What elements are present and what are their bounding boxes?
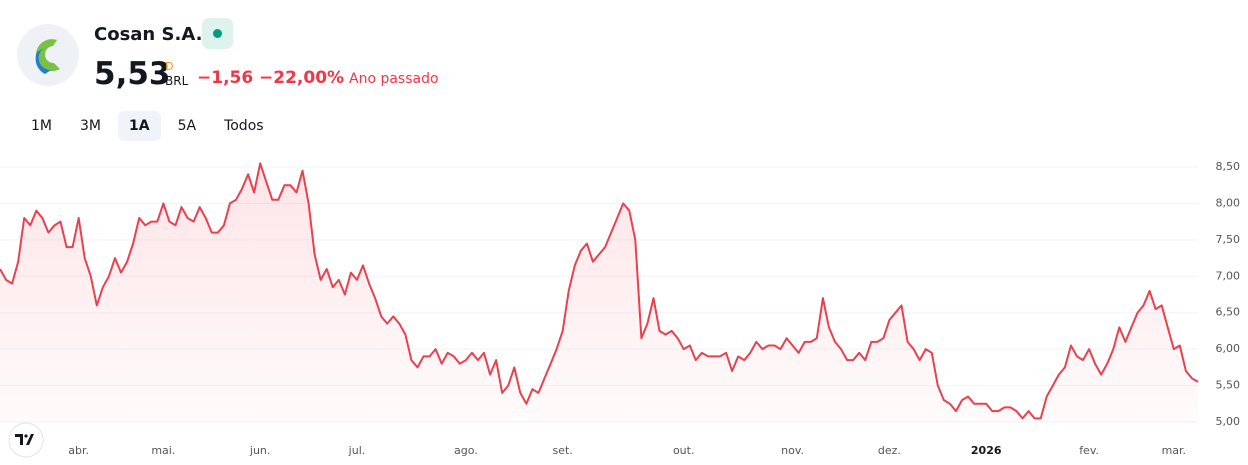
y-tick-label: 6,50: [1216, 306, 1241, 319]
range-button[interactable]: 5A: [177, 118, 197, 134]
y-tick-label: 5,00: [1216, 415, 1241, 428]
company-name: Cosan S.A.: [94, 24, 203, 45]
currency: BRL: [165, 74, 189, 88]
logo: [17, 24, 79, 86]
period: Ano passado: [349, 71, 439, 87]
change-percent: −22,00%: [259, 68, 345, 88]
change: −1,56: [197, 68, 254, 88]
area-fill: [0, 163, 1198, 422]
x-tick-label: set.: [553, 444, 573, 457]
tv-logo[interactable]: [8, 422, 44, 458]
price: 5,53: [94, 56, 171, 92]
y-tick-label: 7,00: [1216, 269, 1241, 282]
range-button[interactable]: Todos: [224, 118, 264, 134]
y-tick-label: 6,00: [1216, 342, 1241, 355]
x-tick-label: fev.: [1079, 444, 1099, 457]
x-tick-label: nov.: [781, 444, 804, 457]
x-tick-label: 2026: [971, 444, 1002, 457]
range-buttons: 1M 3M 1A 5A Todos: [20, 111, 275, 141]
x-tick-label: ago.: [454, 444, 478, 457]
x-tick-label: out.: [673, 444, 695, 457]
x-tick-label: mai.: [151, 444, 175, 457]
x-tick-label: jun.: [249, 444, 271, 457]
x-tick-label: mar.: [1162, 444, 1186, 457]
range-button[interactable]: 1A: [118, 111, 161, 141]
y-tick-label: 5,50: [1216, 379, 1241, 392]
logo-mark: [35, 39, 60, 74]
flag: D: [165, 60, 174, 73]
x-tick-label: abr.: [68, 444, 89, 457]
price-line: [0, 162, 1199, 420]
y-tick-label: 8,00: [1216, 196, 1241, 209]
y-tick-label: 7,50: [1216, 233, 1241, 246]
x-tick-label: dez.: [878, 444, 901, 457]
x-tick-label: jul.: [348, 444, 366, 457]
range-button[interactable]: 3M: [80, 118, 101, 134]
y-tick-label: 8,50: [1216, 160, 1241, 173]
status-badge[interactable]: [202, 18, 233, 49]
range-button[interactable]: 1M: [31, 118, 52, 134]
